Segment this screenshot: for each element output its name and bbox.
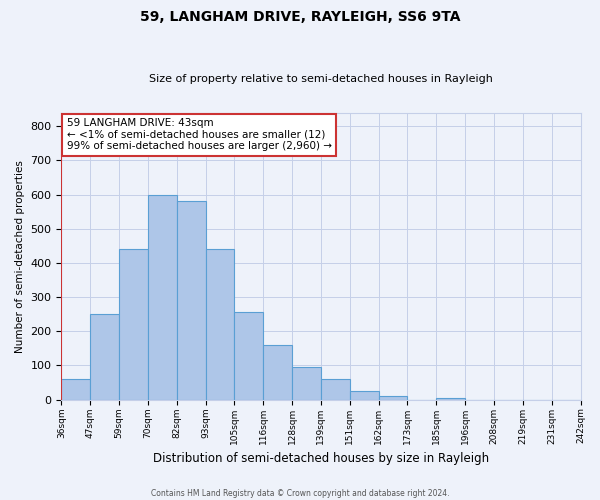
X-axis label: Distribution of semi-detached houses by size in Rayleigh: Distribution of semi-detached houses by …	[153, 452, 489, 465]
Text: Contains HM Land Registry data © Crown copyright and database right 2024.: Contains HM Land Registry data © Crown c…	[151, 488, 449, 498]
Title: Size of property relative to semi-detached houses in Rayleigh: Size of property relative to semi-detach…	[149, 74, 493, 84]
Bar	[206, 250, 235, 400]
Bar	[292, 367, 321, 400]
Bar	[436, 398, 465, 400]
Bar	[321, 379, 350, 400]
Bar	[177, 202, 206, 400]
Bar	[263, 345, 292, 400]
Bar	[350, 391, 379, 400]
Text: 59, LANGHAM DRIVE, RAYLEIGH, SS6 9TA: 59, LANGHAM DRIVE, RAYLEIGH, SS6 9TA	[140, 10, 460, 24]
Bar	[379, 396, 407, 400]
Bar	[235, 312, 263, 400]
Bar	[90, 314, 119, 400]
Y-axis label: Number of semi-detached properties: Number of semi-detached properties	[15, 160, 25, 352]
Bar	[119, 250, 148, 400]
Text: 59 LANGHAM DRIVE: 43sqm
← <1% of semi-detached houses are smaller (12)
99% of se: 59 LANGHAM DRIVE: 43sqm ← <1% of semi-de…	[67, 118, 332, 152]
Bar	[61, 379, 90, 400]
Bar	[148, 194, 177, 400]
